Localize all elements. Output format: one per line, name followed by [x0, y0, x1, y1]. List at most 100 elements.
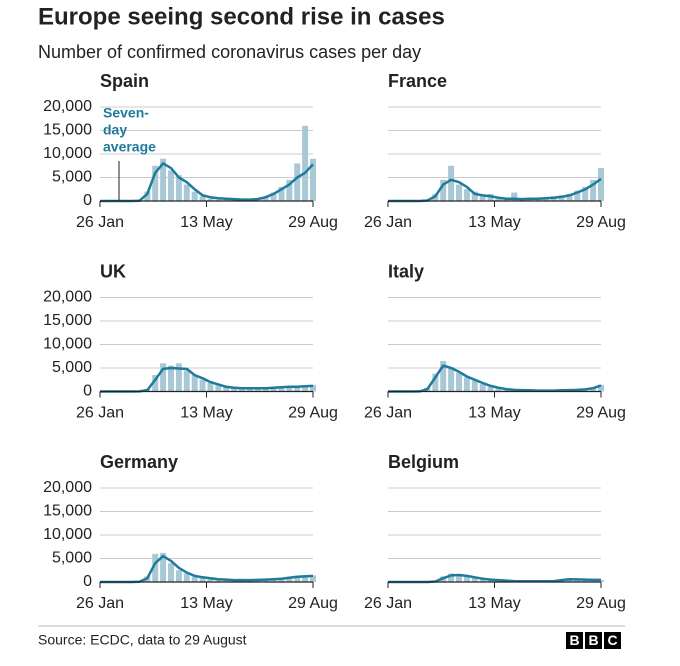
y-tick-label: 0: [83, 573, 92, 590]
bar: [440, 360, 447, 392]
title: Europe seeing second rise in cases: [38, 3, 445, 30]
x-tick-label: 26 Jan: [364, 405, 412, 422]
bar: [191, 375, 198, 392]
bar: [231, 388, 238, 392]
source: Source: ECDC, data to 29 August: [38, 632, 247, 648]
bar: [262, 387, 269, 392]
bar: [215, 199, 222, 201]
bar: [286, 179, 293, 201]
panel-title: Germany: [100, 452, 178, 472]
bar: [590, 179, 597, 201]
bar: [152, 375, 159, 392]
bar: [448, 573, 455, 582]
bar: [207, 198, 214, 201]
bar: [183, 573, 190, 582]
annotation: average: [103, 139, 156, 155]
panel-title: Belgium: [388, 452, 459, 472]
panel-title: Italy: [388, 261, 424, 281]
logo-letter: B: [588, 632, 598, 648]
y-tick-label: 5,000: [52, 550, 92, 567]
x-tick-label: 13 May: [468, 214, 520, 231]
bar: [160, 552, 167, 582]
x-tick-label: 29 Aug: [288, 595, 338, 612]
bar: [144, 191, 151, 201]
bar: [183, 370, 190, 392]
bar: [278, 186, 285, 201]
bar: [278, 578, 285, 582]
logo-box: [585, 632, 602, 649]
y-tick-label: 5,000: [52, 169, 92, 186]
bar: [432, 373, 439, 392]
average-line: [100, 554, 314, 584]
bar: [582, 186, 589, 201]
bar: [310, 158, 316, 201]
bar: [456, 372, 462, 392]
bar: [168, 563, 174, 582]
bar: [310, 384, 316, 392]
x-tick-label: 13 May: [180, 595, 232, 612]
y-tick-label: 20,000: [43, 479, 92, 496]
annotation: Seven-: [103, 105, 149, 121]
average-line: [388, 364, 602, 393]
bar: [471, 577, 478, 582]
y-tick-label: 15,000: [43, 503, 92, 520]
bar: [175, 175, 182, 201]
x-tick-label: 13 May: [468, 405, 520, 422]
bar: [262, 196, 269, 201]
bar: [487, 579, 494, 582]
y-tick-label: 15,000: [43, 122, 92, 139]
bar: [558, 195, 565, 201]
bar: [286, 386, 293, 392]
bar: [302, 125, 309, 201]
x-tick-label: 26 Jan: [76, 405, 124, 422]
x-tick-label: 13 May: [180, 405, 232, 422]
logo-letter: C: [607, 632, 617, 648]
bar: [463, 377, 470, 392]
bar: [598, 168, 604, 201]
bar: [598, 384, 604, 392]
y-tick-label: 20,000: [43, 289, 92, 306]
bar: [479, 383, 486, 392]
x-tick-label: 29 Aug: [576, 595, 626, 612]
bar: [223, 580, 230, 582]
bar: [302, 385, 309, 392]
bar: [199, 577, 206, 582]
bar: [511, 192, 518, 201]
bar: [199, 196, 206, 201]
y-tick-label: 10,000: [43, 336, 92, 353]
bar: [160, 363, 167, 392]
bar: [199, 379, 206, 392]
y-tick-label: 15,000: [43, 312, 92, 329]
bar: [183, 184, 190, 201]
bar: [456, 574, 462, 582]
bar: [294, 163, 301, 201]
annotation: day: [103, 122, 127, 138]
bar: [479, 196, 486, 201]
average-line: [100, 366, 314, 393]
y-tick-label: 0: [83, 192, 92, 209]
bar: [215, 579, 222, 582]
bar: [175, 570, 182, 582]
bar: [310, 575, 316, 582]
bar: [152, 553, 159, 582]
panel-title: UK: [100, 261, 126, 281]
bar: [246, 388, 253, 392]
bar: [278, 387, 285, 392]
logo-letter: B: [569, 632, 579, 648]
x-tick-label: 29 Aug: [288, 405, 338, 422]
bar: [456, 184, 462, 201]
panel-title: France: [388, 71, 447, 91]
bar: [294, 387, 301, 392]
panel-title: Spain: [100, 71, 149, 91]
x-tick-label: 13 May: [468, 595, 520, 612]
logo-box: [604, 632, 621, 649]
x-tick-label: 29 Aug: [288, 214, 338, 231]
bar: [534, 199, 541, 201]
bar: [448, 367, 455, 392]
y-tick-label: 10,000: [43, 526, 92, 543]
y-tick-label: 5,000: [52, 359, 92, 376]
bar: [254, 388, 261, 392]
bar: [463, 576, 470, 582]
bar: [440, 179, 447, 201]
